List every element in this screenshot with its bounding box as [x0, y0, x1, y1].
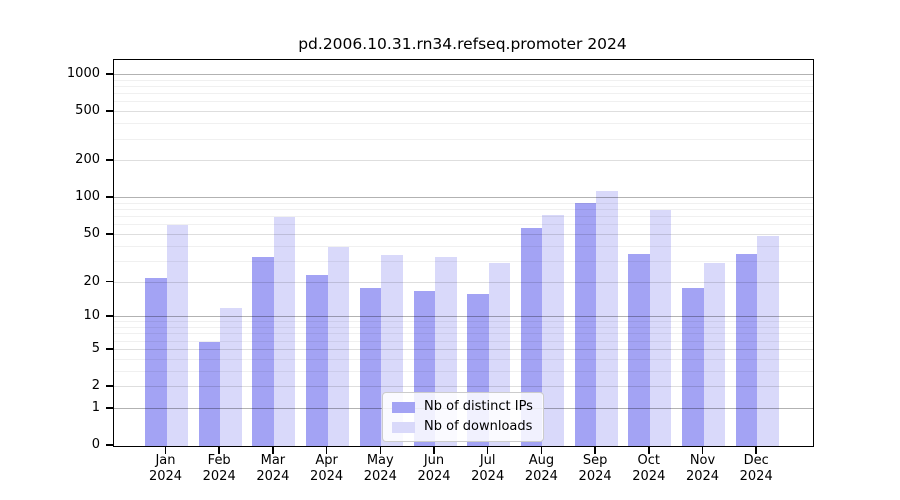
y-tick-2: [106, 385, 113, 387]
bar-apr-distinct-ips: [306, 275, 328, 446]
x-tick-label-oct: Oct 2024: [632, 453, 666, 484]
y-tick-label-1000: 1000: [66, 65, 100, 81]
bar-mar-downloads: [273, 217, 296, 446]
x-tick-mar: [272, 446, 274, 454]
x-tick-aug: [540, 446, 543, 454]
bars-layer: [114, 60, 813, 446]
x-tick-label-apr: Apr 2024: [310, 453, 344, 484]
x-tick-label-aug: Aug 2024: [524, 453, 558, 484]
legend-label-downloads: Nb of downloads: [424, 419, 533, 434]
bar-jan-distinct-ips: [145, 277, 167, 446]
bar-nov-downloads: [703, 263, 725, 446]
y-tick-label-50: 50: [83, 225, 100, 241]
y-tick-1: [106, 406, 113, 409]
x-tick-label-sep: Sep 2024: [578, 453, 612, 484]
bar-sep-downloads: [596, 191, 618, 446]
x-tick-nov: [701, 446, 704, 454]
x-tick-label-may: May 2024: [363, 453, 397, 484]
x-tick-sep: [594, 446, 596, 454]
legend-swatch-distinct-ips: [392, 401, 415, 413]
y-tick-label-500: 500: [75, 103, 100, 119]
chart-title: pd.2006.10.31.rn34.refseq.promoter 2024: [298, 35, 627, 53]
bar-aug-downloads: [542, 214, 564, 446]
legend-swatch-downloads: [392, 421, 415, 433]
y-tick-1000: [106, 73, 113, 75]
x-tick-label-jul: Jul 2024: [471, 453, 505, 484]
x-tick-jun: [433, 446, 435, 454]
x-tick-label-jun: Jun 2024: [417, 453, 451, 484]
bar-jan-downloads: [166, 225, 188, 446]
x-tick-label-jan: Jan 2024: [148, 453, 183, 484]
x-tick-label-mar: Mar 2024: [256, 453, 290, 484]
bar-feb-downloads: [220, 308, 242, 446]
x-tick-oct: [648, 446, 650, 454]
x-tick-label-feb: Feb 2024: [202, 453, 236, 484]
y-tick-label-10: 10: [83, 308, 100, 324]
y-tick-0: [106, 444, 113, 446]
bar-sep-distinct-ips: [574, 202, 597, 446]
y-tick-label-2: 2: [91, 378, 100, 393]
y-tick-label-5: 5: [91, 340, 100, 356]
x-tick-jul: [486, 446, 489, 454]
legend-label-distinct-ips: Nb of distinct IPs: [424, 399, 533, 414]
y-tick-500: [106, 110, 113, 112]
bar-may-distinct-ips: [359, 287, 382, 446]
bar-apr-downloads: [327, 246, 350, 446]
bar-mar-distinct-ips: [252, 256, 274, 446]
bar-feb-distinct-ips: [198, 341, 221, 446]
x-tick-may: [379, 446, 382, 454]
y-tick-200: [106, 159, 113, 161]
legend-entry-downloads: Nb of downloads: [392, 419, 533, 435]
x-tick-label-dec: Dec 2024: [739, 453, 773, 484]
x-tick-jan: [164, 446, 167, 454]
y-tick-20: [106, 280, 113, 283]
x-tick-dec: [755, 446, 757, 454]
y-tick-label-100: 100: [75, 189, 100, 205]
y-tick-label-200: 200: [75, 152, 100, 168]
bar-aug-distinct-ips: [520, 228, 543, 446]
legend-entry-distinct-ips: Nb of distinct IPs: [392, 399, 533, 415]
legend: Nb of distinct IPs Nb of downloads: [382, 392, 544, 442]
y-tick-label-0: 0: [91, 437, 100, 452]
y-tick-10: [106, 315, 113, 318]
bar-nov-distinct-ips: [682, 287, 704, 446]
y-tick-100: [106, 196, 113, 198]
x-tick-feb: [218, 446, 220, 454]
bar-dec-downloads: [757, 235, 779, 446]
y-tick-label-20: 20: [83, 273, 100, 289]
x-tick-apr: [325, 446, 328, 454]
y-tick-50: [106, 233, 113, 235]
bar-oct-downloads: [649, 210, 672, 446]
bar-oct-distinct-ips: [628, 253, 650, 446]
x-tick-label-nov: Nov 2024: [685, 453, 720, 484]
bar-dec-distinct-ips: [735, 253, 758, 446]
y-tick-label-1: 1: [91, 399, 100, 415]
plot-area: Nb of distinct IPs Nb of downloads: [113, 59, 814, 447]
y-tick-5: [106, 347, 113, 350]
